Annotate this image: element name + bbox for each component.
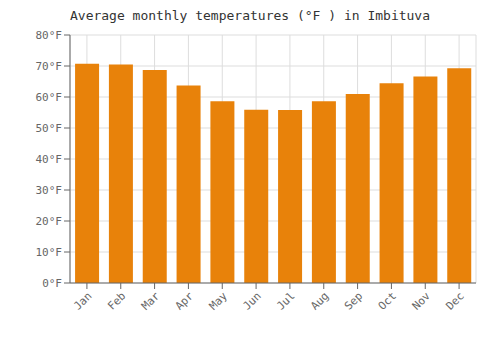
svg-text:Dec: Dec: [443, 289, 466, 312]
svg-text:60°F: 60°F: [36, 91, 63, 104]
svg-text:Apr: Apr: [173, 289, 197, 313]
svg-text:Oct: Oct: [376, 289, 399, 312]
svg-text:50°F: 50°F: [36, 122, 63, 135]
svg-text:80°F: 80°F: [36, 29, 63, 42]
svg-text:30°F: 30°F: [36, 184, 63, 197]
svg-text:Jul: Jul: [274, 289, 297, 312]
svg-text:Jan: Jan: [71, 289, 94, 312]
svg-text:10°F: 10°F: [36, 246, 63, 259]
svg-text:70°F: 70°F: [36, 60, 63, 73]
html-text:Average monthly temperatures (: Average monthly temperatures (°F ) in Im…: [70, 8, 430, 23]
svg-text:0°F: 0°F: [42, 277, 62, 290]
svg-text:Nov: Nov: [410, 289, 434, 313]
svg-text:Feb: Feb: [105, 289, 128, 312]
svg-text:Aug: Aug: [308, 289, 331, 312]
svg-text:20°F: 20°F: [36, 215, 63, 228]
svg-text:Sep: Sep: [342, 289, 365, 312]
svg-text:Jun: Jun: [240, 289, 263, 312]
svg-text:Mar: Mar: [139, 289, 163, 313]
svg-text:May: May: [207, 289, 231, 313]
svg-text:40°F: 40°F: [36, 153, 63, 166]
